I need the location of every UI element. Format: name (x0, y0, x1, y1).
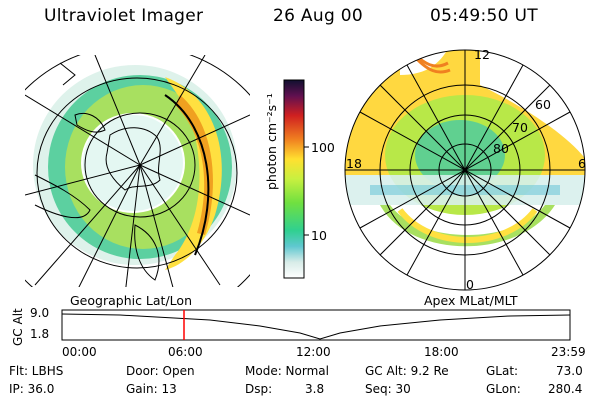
info-glat-key: GLat: (486, 364, 519, 378)
orbit-tick-1200: 12:00 (296, 345, 331, 359)
info-gc-alt: GC Alt: 9.2 Re (365, 364, 449, 378)
colorbar-unit-label: photon cm⁻²s⁻¹ (264, 93, 279, 190)
nightside-oval (380, 205, 555, 247)
info-ip: IP: 36.0 (9, 382, 55, 396)
header-date: 26 Aug 00 (273, 6, 363, 26)
orbit-tick-0600: 06:00 (168, 345, 203, 359)
info-filter: Flt: LBHS (9, 364, 64, 378)
apex-caption: Apex MLat/MLT (424, 293, 518, 308)
mlt-label-6: 6 (578, 156, 586, 171)
mlt-label-18: 18 (346, 156, 362, 171)
colorbar-tick-10: 10 (311, 228, 327, 243)
info-glon-value: 280.4 (548, 382, 583, 396)
polar-mlat-mlt-image (344, 49, 586, 291)
mlt-label-0: 0 (466, 277, 474, 292)
colorbar (283, 79, 309, 279)
colorbar-gradient (283, 79, 305, 279)
geographic-image (25, 55, 250, 287)
auroral-peak-band (175, 95, 213, 235)
info-glon-key: GLon: (486, 382, 521, 396)
info-dsp-value: 3.8 (305, 382, 325, 396)
orbit-ymax-label: 9.0 (30, 306, 50, 320)
orbit-ymin-label: 1.8 (30, 327, 50, 341)
header-time: 05:49:50 UT (430, 6, 538, 26)
mlat-mlt-grid (344, 49, 586, 291)
terminator-line (164, 94, 210, 256)
mlat-label-60: 60 (535, 97, 551, 112)
orbit-ylabel: GC Alt (11, 308, 25, 346)
orbit-altitude-plot (61, 309, 571, 341)
geographic-caption: Geographic Lat/Lon (70, 293, 192, 308)
info-glat-value: 73.0 (556, 364, 583, 378)
info-dsp-key: Dsp: (245, 382, 273, 396)
mlat-label-80: 80 (493, 141, 509, 156)
info-door: Door: Open (126, 364, 195, 378)
colorbar-tick-100: 100 (311, 140, 335, 155)
info-gain: Gain: 13 (126, 382, 177, 396)
orbit-tick-2359: 23:59 (551, 345, 586, 359)
orbit-plot-frame (61, 309, 571, 341)
mlt-label-12: 12 (474, 47, 490, 62)
orbit-altitude-curve (61, 313, 571, 340)
orbit-tick-1800: 18:00 (424, 345, 459, 359)
mlat-label-70: 70 (512, 120, 528, 135)
orbit-tick-0000: 00:00 (62, 345, 97, 359)
info-seq: Seq: 30 (365, 382, 411, 396)
info-mode: Mode: Normal (245, 364, 329, 378)
app-title: Ultraviolet Imager (44, 6, 204, 26)
coastline-outline (34, 62, 161, 281)
